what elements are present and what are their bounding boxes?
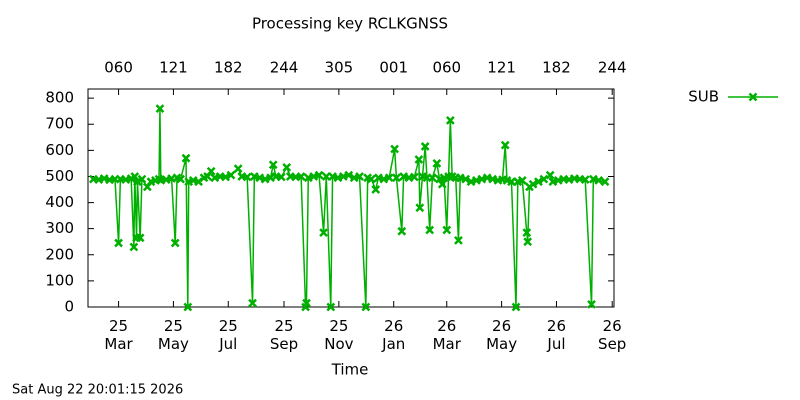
point-marker xyxy=(517,175,527,185)
legend-label: SUB xyxy=(688,88,719,106)
x-tick-label: 26 Jan xyxy=(381,317,405,353)
x2-tick-label: 121 xyxy=(159,59,188,77)
x2-tick-label: 244 xyxy=(270,59,299,77)
point-marker xyxy=(319,228,328,237)
chart-title: Processing key RCLKGNSS xyxy=(252,15,448,33)
point-marker xyxy=(302,298,311,308)
point-marker xyxy=(384,173,394,183)
y-tick-label: 500 xyxy=(45,167,74,185)
point-marker xyxy=(282,162,292,172)
point-marker xyxy=(511,302,521,312)
point-marker xyxy=(390,144,399,154)
point-marker xyxy=(248,298,257,308)
point-marker xyxy=(528,179,538,189)
y-tick-label: 700 xyxy=(45,115,74,133)
x-tick-label: 26 Mar xyxy=(433,317,462,353)
point-marker xyxy=(314,170,324,180)
point-marker xyxy=(587,300,596,309)
point-marker xyxy=(135,233,145,243)
point-marker xyxy=(427,173,437,183)
point-marker xyxy=(410,172,419,182)
point-marker xyxy=(183,302,193,312)
y-tick-label: 400 xyxy=(45,193,74,211)
point-marker xyxy=(206,166,216,176)
point-marker xyxy=(392,173,401,183)
x2-tick-label: 244 xyxy=(598,59,627,77)
y-tick-label: 600 xyxy=(45,141,74,159)
point-marker xyxy=(414,155,424,164)
point-marker xyxy=(170,238,180,248)
x2-tick-label: 305 xyxy=(325,59,354,77)
point-marker xyxy=(461,174,471,184)
y-tick-label: 200 xyxy=(45,245,74,263)
x-tick-label: 25 Nov xyxy=(324,317,353,353)
y-tick-label: 100 xyxy=(45,271,74,289)
point-marker xyxy=(545,170,555,180)
point-marker xyxy=(500,140,510,150)
y-tick-label: 0 xyxy=(64,298,74,316)
x-tick-label: 25 Jul xyxy=(218,317,238,353)
point-marker xyxy=(437,179,447,189)
timestamp: Sat Aug 22 20:01:15 2026 xyxy=(12,383,183,398)
point-marker xyxy=(361,302,371,312)
point-marker xyxy=(425,225,435,235)
point-marker xyxy=(155,104,165,113)
point-marker xyxy=(133,177,142,187)
x-tick-label: 25 Sep xyxy=(270,317,298,353)
point-marker xyxy=(129,242,139,252)
point-marker xyxy=(600,177,610,187)
point-marker xyxy=(137,174,147,184)
x2-tick-label: 182 xyxy=(214,59,243,77)
y-tick-label: 300 xyxy=(45,219,74,237)
point-marker xyxy=(276,172,286,182)
x-tick-label: 25 May xyxy=(158,317,189,353)
point-marker xyxy=(344,170,354,180)
x2-tick-label: 121 xyxy=(487,59,516,77)
point-marker xyxy=(242,172,252,182)
point-marker xyxy=(534,177,543,187)
point-marker xyxy=(355,172,364,181)
point-marker xyxy=(522,228,532,237)
x-tick-label: 25 Mar xyxy=(104,317,133,353)
y-tick-label: 800 xyxy=(45,89,74,107)
point-marker xyxy=(268,160,278,170)
point-marker xyxy=(445,115,455,125)
point-marker xyxy=(130,172,140,181)
point-marker xyxy=(226,170,236,180)
point-marker xyxy=(594,175,604,185)
legend-marker xyxy=(748,92,758,102)
point-marker xyxy=(296,172,306,181)
point-marker xyxy=(233,164,243,174)
plot-border xyxy=(87,88,615,308)
x-tick-label: 26 Jul xyxy=(546,317,566,353)
x-axis-label: Time xyxy=(331,361,369,379)
point-marker xyxy=(221,172,230,182)
point-marker xyxy=(442,225,452,235)
point-marker xyxy=(523,237,533,247)
point-marker xyxy=(432,159,442,168)
point-marker xyxy=(176,174,185,184)
point-marker xyxy=(580,175,590,184)
x-tick-label: 26 Sep xyxy=(598,317,626,353)
x2-tick-label: 060 xyxy=(432,59,461,77)
point-marker xyxy=(454,236,463,245)
point-marker xyxy=(114,238,123,248)
x2-tick-label: 182 xyxy=(542,59,571,77)
point-marker xyxy=(371,185,381,194)
point-marker xyxy=(326,302,336,312)
point-marker xyxy=(415,203,425,213)
point-marker xyxy=(539,174,549,184)
point-marker xyxy=(181,153,191,163)
x2-tick-label: 001 xyxy=(379,59,408,77)
point-marker xyxy=(397,226,407,236)
x2-tick-label: 060 xyxy=(104,59,133,77)
point-marker xyxy=(420,142,430,151)
point-marker xyxy=(366,174,376,184)
x-tick-label: 26 May xyxy=(486,317,517,353)
